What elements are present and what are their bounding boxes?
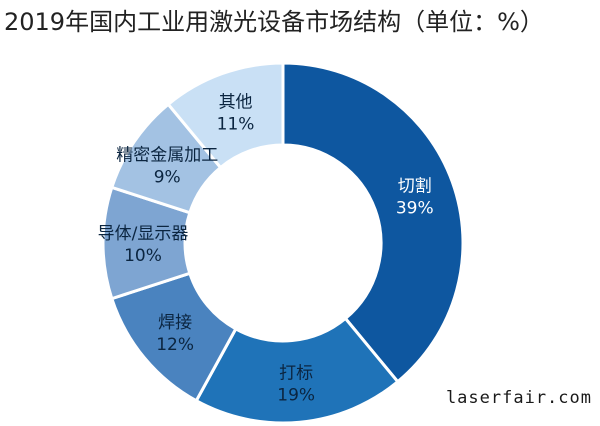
slice-label-5: 其他 <box>219 92 253 112</box>
chart-title: 2019年国内工业用激光设备市场结构（单位：%） <box>4 8 544 36</box>
pie-slice-1 <box>194 316 400 425</box>
pie-slice-0 <box>281 61 465 384</box>
slice-value-1: 19% <box>277 385 315 405</box>
slice-value-5: 11% <box>217 114 255 134</box>
pie-slice-5 <box>166 61 285 170</box>
slice-value-3: 10% <box>124 246 162 266</box>
slice-label-3: 导体/显示器 <box>98 224 189 244</box>
slice-label-2: 焊接 <box>158 313 192 333</box>
slice-value-2: 12% <box>156 335 194 355</box>
slice-label-4: 精密金属加工 <box>116 145 218 165</box>
slice-value-0: 39% <box>396 199 434 219</box>
slice-value-4: 9% <box>154 167 181 187</box>
watermark: laserfair.com <box>445 388 592 408</box>
slice-label-0: 切割 <box>398 177 432 197</box>
slice-label-1: 打标 <box>279 363 313 383</box>
